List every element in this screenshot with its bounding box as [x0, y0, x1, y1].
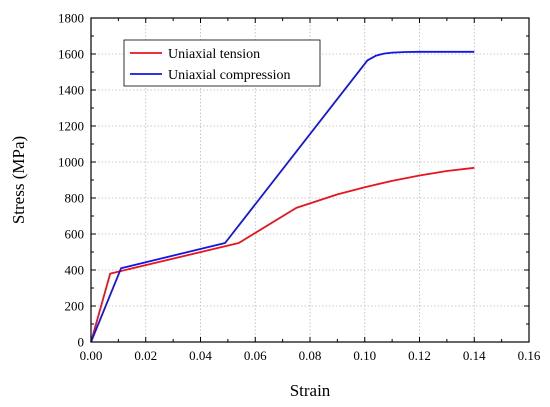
y-axis-title: Stress (MPa) — [9, 136, 28, 224]
series-line-1 — [90, 166, 475, 343]
y-tick-label: 1200 — [58, 119, 84, 134]
x-tick-label: 0.14 — [463, 348, 486, 363]
y-tick-label: 0 — [78, 335, 85, 350]
x-tick-label: 0.10 — [353, 348, 376, 363]
y-tick-label: 1800 — [58, 11, 84, 26]
x-tick-label: 0.16 — [518, 348, 541, 363]
y-tick-label: 200 — [65, 299, 85, 314]
axis-ticks: 0.00 0.02 0.04 0.06 0.08 0.10 0.12 0.14 0.16 0 200… — [58, 11, 541, 364]
x-tick-label: 0.12 — [408, 348, 431, 363]
y-tick-label: 1600 — [58, 47, 84, 62]
legend-label-2: Uniaxial compression — [168, 68, 290, 83]
y-tick-label: 400 — [65, 263, 85, 278]
y-tick-label: 1000 — [58, 155, 84, 170]
series-line-2 — [90, 50, 475, 343]
legend-box — [123, 39, 321, 87]
y-tick-label: 600 — [65, 227, 85, 242]
x-tick-label: 0.04 — [189, 348, 212, 363]
x-tick-label: 0.08 — [299, 348, 322, 363]
y-tick-label: 800 — [65, 191, 85, 206]
x-tick-label: 0.02 — [134, 348, 157, 363]
series-lines — [90, 50, 475, 343]
y-tick-label: 1400 — [58, 83, 84, 98]
legend-label-1: Uniaxial tension — [168, 47, 260, 62]
x-axis-title: Strain — [290, 381, 331, 400]
x-tick-label: 0.00 — [80, 348, 103, 363]
legend: Uniaxial tension Uniaxial compression — [123, 39, 321, 87]
x-tick-label: 0.06 — [244, 348, 267, 363]
